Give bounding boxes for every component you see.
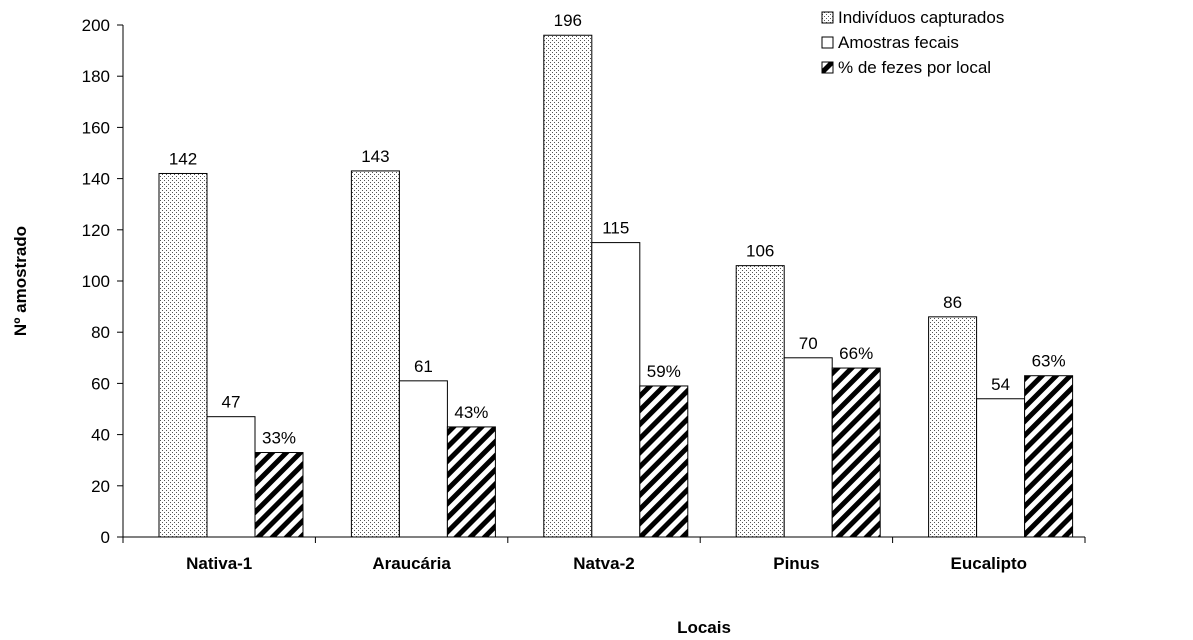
data-label-2-1: 47: [222, 393, 241, 412]
category-label-4: Pinus: [773, 554, 819, 573]
bar-1-5: [928, 316, 978, 538]
y-tick-label-1: 20: [91, 477, 110, 496]
data-label-3-2: 43%: [454, 403, 488, 422]
bar-1-1: [158, 172, 208, 538]
bar-3-5: [1024, 375, 1074, 538]
y-tick-label-7: 140: [82, 170, 110, 189]
legend-label-2: Amostras fecais: [838, 33, 959, 52]
bars-layer: [158, 34, 1074, 538]
y-tick-label-0: 0: [101, 528, 110, 547]
legend: Indivíduos capturados Amostras fecais % de…: [821, 8, 1004, 77]
data-label-1-2: 143: [361, 147, 389, 166]
data-label-3-1: 33%: [262, 429, 296, 448]
data-label-3-3: 59%: [647, 362, 681, 381]
y-tick-label-2: 40: [91, 426, 110, 445]
category-label-3: Natva-2: [573, 554, 634, 573]
data-label-2-5: 54: [991, 375, 1010, 394]
data-label-3-4: 66%: [839, 344, 873, 363]
axes-layer: 0 20 40 60 80 100 120 140 160 180 200: [82, 16, 1086, 547]
bar-1-4: [735, 265, 785, 538]
bar-3-1: [254, 452, 304, 538]
data-label-1-3: 196: [554, 11, 582, 30]
legend-swatch-2: [821, 36, 834, 49]
legend-swatch-3: [821, 61, 834, 74]
data-label-1-4: 106: [746, 242, 774, 261]
y-tick-label-4: 80: [91, 323, 110, 342]
bar-3-4: [831, 367, 881, 538]
data-label-2-4: 70: [799, 334, 818, 353]
legend-swatch-1: [821, 11, 834, 24]
data-label-1-1: 142: [169, 149, 197, 168]
data-label-3-5: 63%: [1032, 352, 1066, 371]
x-axis-title: Locais: [677, 618, 731, 637]
bar-1-2: [350, 170, 400, 538]
y-tick-label-8: 160: [82, 118, 110, 137]
data-label-2-2: 61: [414, 357, 433, 376]
bar-2-5: [976, 398, 1026, 538]
bar-1-3: [543, 34, 593, 538]
y-tick-label-5: 100: [82, 272, 110, 291]
category-label-1: Nativa-1: [186, 554, 252, 573]
bar-3-3: [639, 385, 689, 538]
labels-layer: 142 47 33% Nativa-1 143 61 43% Araucária 196 115 5…: [169, 11, 1066, 573]
y-tick-label-3: 60: [91, 374, 110, 393]
bar-2-4: [783, 357, 833, 538]
data-label-2-3: 115: [602, 219, 629, 238]
category-label-5: Eucalipto: [951, 554, 1028, 573]
bar-3-2: [446, 426, 496, 538]
bar-2-3: [591, 242, 641, 538]
bar-2-1: [206, 416, 256, 538]
category-label-2: Araucária: [372, 554, 451, 573]
data-label-1-5: 86: [943, 293, 962, 312]
bar-2-2: [398, 380, 448, 538]
y-tick-label-6: 120: [82, 221, 110, 240]
y-tick-label-10: 200: [82, 16, 110, 35]
y-axis-title: Nº amostrado: [11, 226, 30, 336]
y-tick-label-9: 180: [82, 67, 110, 86]
legend-label-1: Indivíduos capturados: [838, 8, 1004, 27]
legend-label-3: % de fezes por local: [838, 58, 991, 77]
